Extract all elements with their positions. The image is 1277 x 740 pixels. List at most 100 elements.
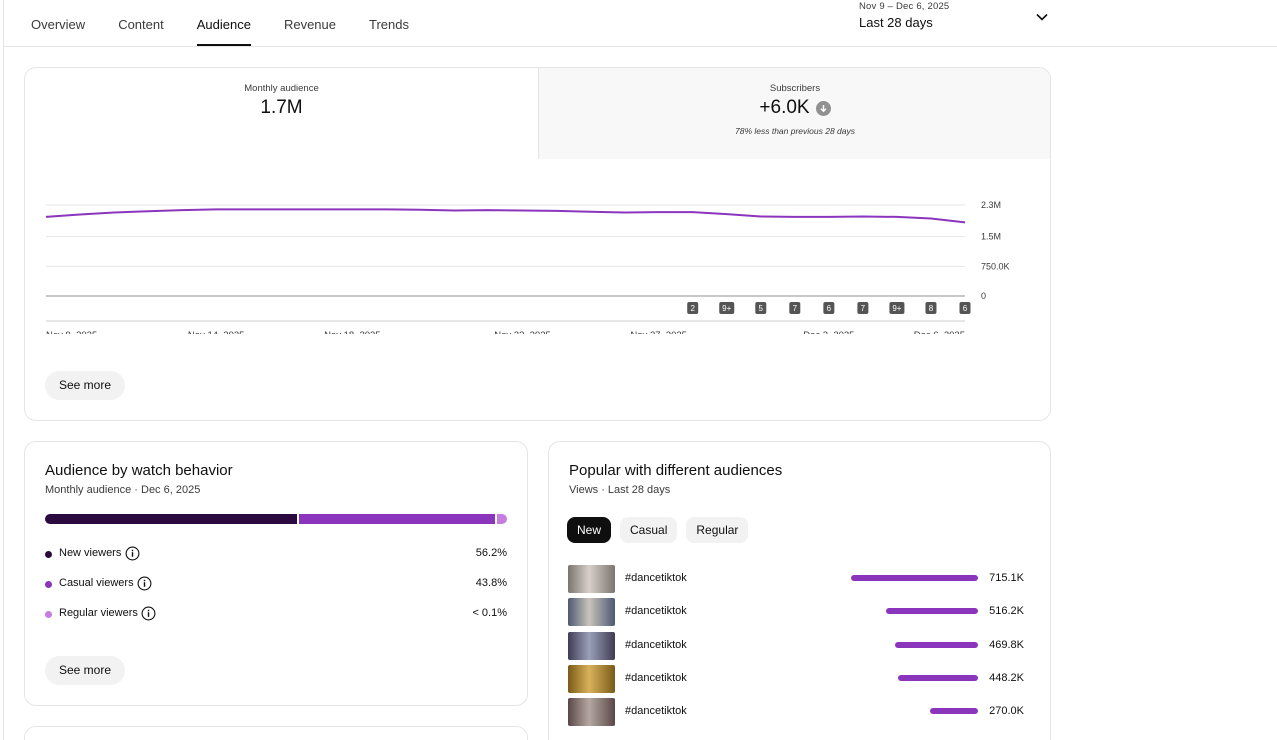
legend-label: New viewers [59, 547, 122, 559]
video-thumbnail[interactable] [568, 632, 615, 660]
tab-audience[interactable]: Audience [196, 0, 252, 46]
video-thumbnail[interactable] [568, 565, 615, 593]
video-thumbnail[interactable] [568, 665, 615, 693]
video-publish-marker[interactable] [755, 302, 767, 314]
video-publish-marker-label: 7 [793, 304, 798, 313]
x-tick-label: Dec 6, 2025 [914, 330, 965, 334]
card-subtitle: Monthly audience · Dec 6, 2025 [45, 484, 201, 496]
views-bar [886, 608, 978, 614]
card-title: Popular with different audiences [569, 462, 783, 479]
video-publish-marker[interactable] [889, 302, 905, 314]
legend-dot [45, 581, 52, 588]
casual-viewers-segment[interactable] [298, 514, 496, 524]
audience-overview-card: Monthly audience 1.7M Subscribers +6.0K … [24, 67, 1051, 421]
views-bar [930, 708, 978, 714]
x-tick-label: Dec 2, 2025 [803, 330, 854, 334]
chip-new[interactable]: New [567, 517, 612, 543]
video-publish-marker-label: 9+ [722, 304, 731, 313]
date-range-label: Last 28 days [859, 15, 933, 30]
monthly-audience-value: 1.7M [260, 97, 303, 118]
x-tick-label: Nov 23, 2025 [494, 330, 551, 334]
metric-value: +6.0K [759, 97, 831, 119]
info-icon[interactable] [137, 576, 152, 591]
see-more-button[interactable]: See more [45, 371, 126, 400]
list-item[interactable]: #dancetiktok 270.0K [568, 698, 1032, 726]
tab-content[interactable]: Content [118, 17, 164, 32]
analytics-header: Overview Content Audience Revenue Trends… [4, 0, 1277, 47]
legend-row-regular-viewers: Regular viewers < 0.1% [45, 605, 507, 623]
video-title: #dancetiktok [625, 672, 687, 684]
y-tick-label: 2.3M [981, 200, 1001, 210]
legend-value: 56.2% [475, 547, 507, 559]
metric-label: Monthly audience [244, 83, 319, 94]
video-publish-marker[interactable] [959, 302, 971, 314]
subscribers-metric[interactable]: Subscribers +6.0K 78% less than previous… [538, 68, 1050, 159]
video-title: #dancetiktok [625, 572, 687, 584]
video-publish-marker-label: 8 [929, 304, 934, 313]
video-publish-marker[interactable] [857, 302, 869, 314]
video-publish-marker-label: 9+ [892, 304, 901, 313]
arrow-down-icon [815, 100, 831, 116]
views-value: 516.2K [989, 605, 1024, 617]
audience-series-line [45, 208, 966, 224]
legend-row-new-viewers: New viewers 56.2% [45, 545, 507, 563]
card-subtitle: Views · Last 28 days [569, 484, 671, 496]
video-publish-marker[interactable] [925, 302, 937, 314]
new-viewers-segment[interactable] [45, 514, 297, 524]
views-value: 448.2K [989, 672, 1024, 684]
regular-viewers-segment[interactable] [497, 514, 507, 524]
info-icon[interactable] [125, 546, 140, 561]
video-publish-marker-label: 7 [861, 304, 866, 313]
legend-value: < 0.1% [472, 607, 507, 619]
video-thumbnail[interactable] [568, 598, 615, 626]
monthly-audience-metric[interactable]: Monthly audience 1.7M [25, 68, 538, 159]
date-range-picker[interactable]: Nov 9 – Dec 6, 2025 Last 28 days [859, 0, 1054, 40]
x-tick-label: Nov 18, 2025 [324, 330, 381, 334]
video-thumbnail[interactable] [568, 698, 615, 726]
list-item[interactable]: #dancetiktok 516.2K [568, 598, 1032, 626]
views-bar [898, 675, 978, 681]
chip-regular[interactable]: Regular [686, 517, 749, 543]
audience-filter-chips: New Casual Regular [567, 517, 749, 543]
popular-audiences-card: Popular with different audiences Views ·… [548, 441, 1051, 740]
video-title: #dancetiktok [625, 639, 687, 651]
tab-revenue[interactable]: Revenue [283, 17, 336, 32]
list-item[interactable]: #dancetiktok 469.8K [568, 632, 1032, 660]
video-publish-marker[interactable] [823, 302, 835, 314]
x-tick-label: Nov 9, 2025 [46, 330, 97, 334]
legend-value: 43.8% [475, 577, 507, 589]
views-bar [851, 575, 978, 581]
see-more-button[interactable]: See more [45, 656, 126, 685]
legend-row-casual-viewers: Casual viewers 43.8% [45, 575, 507, 593]
tab-trends[interactable]: Trends [369, 17, 409, 32]
watch-behavior-bar [45, 514, 507, 524]
subscribers-comparison-note: 78% less than previous 28 days [734, 126, 856, 136]
video-publish-marker-label: 5 [759, 304, 764, 313]
info-icon[interactable] [141, 606, 156, 621]
list-item[interactable]: #dancetiktok 448.2K [568, 665, 1032, 693]
views-bar [894, 642, 978, 648]
list-item[interactable]: #dancetiktok 715.1K [568, 565, 1032, 593]
views-value: 270.0K [989, 705, 1024, 717]
x-tick-label: Nov 27, 2025 [630, 330, 687, 334]
tab-bar: Overview Content Audience Revenue Trends [31, 0, 442, 47]
video-title: #dancetiktok [625, 605, 687, 617]
video-publish-marker[interactable] [687, 302, 699, 314]
legend-dot [45, 551, 52, 558]
next-card [24, 726, 528, 740]
views-value: 715.1K [989, 572, 1024, 584]
y-tick-label: 0 [981, 291, 986, 301]
legend-label: Regular viewers [59, 607, 138, 619]
video-publish-marker[interactable] [719, 302, 735, 314]
video-publish-marker-label: 2 [690, 304, 695, 313]
chip-casual[interactable]: Casual [620, 517, 678, 543]
y-tick-label: 750.0K [981, 261, 1010, 271]
video-publish-marker[interactable] [789, 302, 801, 314]
legend-dot [45, 611, 52, 618]
views-value: 469.8K [989, 639, 1024, 651]
legend-label: Casual viewers [59, 577, 134, 589]
page-left-border [3, 0, 4, 740]
chevron-down-icon[interactable] [1035, 10, 1049, 24]
tab-overview[interactable]: Overview [31, 17, 86, 32]
card-title: Audience by watch behavior [45, 462, 233, 479]
